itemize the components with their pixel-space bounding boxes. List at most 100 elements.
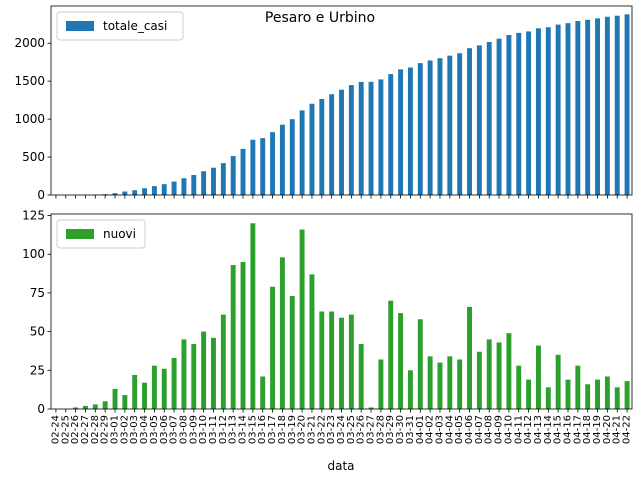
x-tick-label: 03-13 [228, 415, 239, 444]
x-tick-label: 03-16 [257, 415, 268, 444]
bar-totale_casi-04-01 [417, 63, 423, 195]
x-tick-label: 04-13 [533, 415, 544, 444]
bar-nuovi-04-18 [585, 384, 591, 409]
bar-nuovi-04-13 [535, 345, 541, 409]
bar-totale_casi-04-11 [516, 32, 522, 196]
bar-totale_casi-04-06 [467, 48, 472, 196]
top-legend-swatch [66, 21, 94, 31]
bar-totale_casi-03-21 [309, 103, 315, 195]
bar-nuovi-03-04 [142, 382, 148, 409]
bar-nuovi-03-09 [191, 344, 197, 409]
bar-totale_casi-04-12 [526, 31, 532, 196]
x-tick-label: 03-20 [297, 415, 308, 444]
bar-totale_casi-03-29 [388, 74, 394, 195]
chart-title: Pesaro e Urbino [265, 10, 375, 26]
bar-totale_casi-04-19 [595, 18, 600, 196]
y-tick-label: 1500 [14, 74, 45, 88]
bar-nuovi-03-26 [358, 344, 364, 409]
bar-totale_casi-03-31 [407, 67, 413, 195]
x-tick-label: 03-30 [395, 415, 406, 444]
y-tick-label: 0 [37, 188, 45, 202]
x-tick-label: 03-11 [208, 415, 219, 444]
x-tick-label: 03-28 [375, 415, 386, 444]
bar-nuovi-04-05 [457, 359, 463, 409]
bar-totale_casi-03-10 [201, 171, 207, 195]
x-tick-label: 04-03 [434, 415, 445, 444]
bar-totale_casi-03-23 [329, 94, 335, 195]
bar-nuovi-02-29 [102, 401, 108, 409]
bar-totale_casi-04-13 [535, 28, 541, 195]
bar-nuovi-04-15 [555, 354, 561, 409]
bar-totale_casi-03-16 [260, 138, 266, 195]
bar-totale_casi-04-18 [585, 19, 591, 196]
bar-nuovi-03-02 [122, 395, 128, 409]
bar-totale_casi-04-09 [496, 38, 502, 196]
y-tick-label: 125 [22, 209, 45, 223]
x-tick-label: 04-16 [562, 415, 573, 444]
bar-nuovi-04-21 [614, 387, 620, 409]
x-tick-label: 03-25 [346, 415, 357, 444]
x-tick-label: 03-04 [139, 415, 150, 444]
bar-totale_casi-04-21 [614, 15, 620, 195]
bar-totale_casi-04-03 [437, 58, 443, 195]
y-tick-label: 25 [30, 363, 45, 377]
y-tick-label: 2000 [14, 36, 45, 50]
x-tick-label: 03-23 [326, 415, 337, 444]
bar-totale_casi-03-02 [122, 191, 128, 195]
x-tick-label: 03-29 [385, 415, 396, 444]
bar-totale_casi-03-24 [339, 89, 344, 195]
x-tick-label: 03-17 [267, 415, 278, 444]
nuovi-bars [73, 223, 630, 409]
bar-nuovi-03-05 [151, 365, 157, 409]
x-tick-label: 04-08 [484, 415, 495, 444]
x-tick-label: 03-31 [405, 415, 416, 444]
x-tick-label: 03-08 [178, 415, 189, 444]
bar-nuovi-04-20 [604, 376, 610, 409]
x-tick-label: 04-09 [494, 415, 505, 444]
bar-totale_casi-03-08 [181, 178, 187, 195]
bar-totale_casi-04-22 [624, 14, 630, 195]
y-tick-label: 100 [22, 247, 45, 261]
bar-totale_casi-03-28 [378, 79, 384, 195]
bar-nuovi-03-10 [201, 331, 207, 409]
bar-totale_casi-03-07 [171, 181, 177, 195]
bar-nuovi-04-09 [496, 342, 502, 409]
bottom-legend-swatch [66, 229, 94, 239]
x-tick-label: 04-11 [513, 415, 524, 444]
bar-totale_casi-03-11 [211, 167, 216, 195]
x-tick-label: 03-19 [287, 415, 298, 444]
x-tick-label: 04-15 [553, 415, 564, 444]
y-tick-label: 0 [37, 402, 45, 416]
x-tick-label: 04-21 [612, 415, 623, 444]
top-axes: 0 500 1000 1500 2000 totale_casi [14, 5, 633, 202]
bar-totale_casi-02-29 [102, 194, 108, 195]
bar-totale_casi-04-10 [506, 35, 512, 195]
x-tick-label: 02-24 [50, 415, 61, 444]
bar-nuovi-04-19 [595, 379, 600, 409]
bar-nuovi-04-08 [486, 339, 492, 409]
x-tick-label: 04-02 [425, 415, 436, 444]
bar-totale_casi-03-30 [398, 69, 404, 195]
x-tick-label: 04-18 [582, 415, 593, 444]
bar-nuovi-03-03 [132, 374, 138, 409]
bar-nuovi-04-01 [417, 319, 423, 409]
x-tick-label: 02-26 [70, 415, 81, 444]
y-tick-label: 75 [30, 286, 45, 300]
bar-nuovi-03-27 [368, 407, 374, 409]
bar-totale_casi-04-14 [545, 27, 551, 195]
x-tick-label: 03-12 [218, 415, 229, 444]
bar-nuovi-03-28 [378, 359, 384, 409]
bar-totale_casi-04-05 [457, 53, 463, 196]
x-tick-label: 04-05 [454, 415, 465, 444]
y-tick-label: 1000 [14, 112, 45, 126]
x-tick-label: 03-14 [238, 415, 249, 444]
bottom-legend-label: nuovi [103, 227, 136, 241]
bar-totale_casi-04-15 [555, 24, 561, 195]
bar-nuovi-03-12 [220, 314, 226, 409]
bar-totale_casi-03-01 [112, 193, 118, 195]
bar-totale_casi-03-15 [250, 139, 256, 195]
bar-totale_casi-03-19 [289, 119, 295, 195]
x-tick-label: 03-18 [277, 415, 288, 444]
bar-nuovi-03-17 [270, 286, 276, 409]
